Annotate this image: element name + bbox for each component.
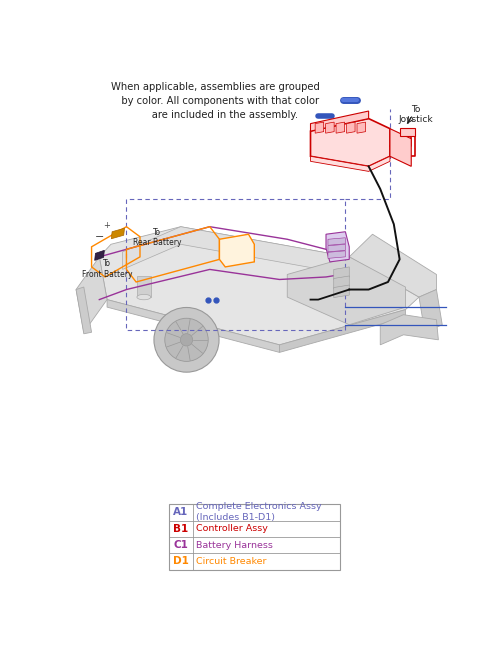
Polygon shape: [326, 122, 334, 133]
Text: A1: A1: [174, 507, 188, 517]
Polygon shape: [76, 257, 107, 332]
Polygon shape: [112, 228, 124, 239]
Polygon shape: [380, 315, 438, 345]
Bar: [169, 504, 340, 569]
Polygon shape: [326, 232, 349, 262]
Text: Circuit Breaker: Circuit Breaker: [196, 557, 266, 566]
Polygon shape: [310, 111, 368, 131]
Polygon shape: [419, 289, 442, 332]
Polygon shape: [100, 227, 419, 345]
Text: To
Front Battery: To Front Battery: [82, 259, 132, 279]
Polygon shape: [334, 267, 349, 279]
Polygon shape: [122, 227, 349, 274]
Polygon shape: [107, 300, 280, 353]
Polygon shape: [328, 244, 345, 252]
Text: C1: C1: [174, 540, 188, 550]
Polygon shape: [336, 122, 344, 133]
Polygon shape: [76, 287, 92, 334]
Bar: [137, 276, 151, 297]
Polygon shape: [334, 276, 349, 289]
Text: +: +: [104, 221, 110, 231]
Text: Battery Harness: Battery Harness: [196, 541, 273, 550]
Polygon shape: [390, 129, 411, 167]
Text: Controller Assy: Controller Assy: [196, 524, 268, 534]
Polygon shape: [310, 156, 390, 171]
Polygon shape: [346, 122, 355, 133]
Text: To
Rear Battery: To Rear Battery: [133, 228, 182, 247]
Polygon shape: [280, 310, 406, 353]
Polygon shape: [220, 234, 254, 267]
Circle shape: [180, 334, 192, 346]
Ellipse shape: [137, 295, 151, 300]
Polygon shape: [287, 257, 406, 325]
Text: To
Joystick: To Joystick: [398, 105, 433, 125]
Polygon shape: [328, 251, 345, 259]
Polygon shape: [334, 285, 349, 298]
Polygon shape: [400, 127, 415, 136]
Polygon shape: [357, 122, 366, 133]
Circle shape: [165, 318, 208, 361]
Text: When applicable, assemblies are grouped
   by color. All components with that co: When applicable, assemblies are grouped …: [111, 82, 320, 120]
Polygon shape: [328, 238, 345, 246]
Text: −: −: [94, 232, 104, 242]
Circle shape: [154, 308, 219, 372]
Polygon shape: [94, 250, 104, 261]
Text: Complete Electronics Assy
(Includes B1-D1): Complete Electronics Assy (Includes B1-D…: [196, 502, 322, 522]
Polygon shape: [349, 234, 436, 297]
Polygon shape: [315, 122, 324, 133]
Text: D1: D1: [173, 556, 189, 566]
Text: B1: B1: [174, 524, 188, 534]
Polygon shape: [310, 119, 390, 167]
